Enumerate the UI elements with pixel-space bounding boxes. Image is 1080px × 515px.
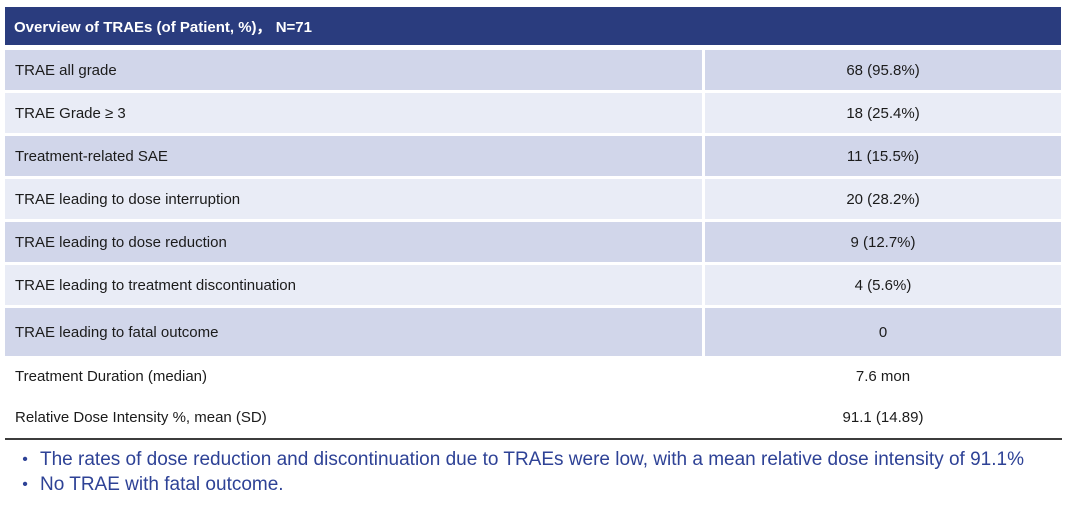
- table-body: TRAE all grade 68 (95.8%) TRAE Grade ≥ 3…: [5, 50, 1061, 438]
- note-text: No TRAE with fatal outcome.: [40, 474, 284, 495]
- bullet-icon: •: [22, 451, 28, 468]
- table-row: TRAE leading to fatal outcome 0: [5, 308, 1061, 356]
- row-value: 7.6 mon: [705, 356, 1061, 397]
- table-row: TRAE leading to dose interruption 20 (28…: [5, 179, 1061, 219]
- table-row: TRAE all grade 68 (95.8%): [5, 50, 1061, 90]
- row-label: TRAE leading to fatal outcome: [5, 308, 702, 356]
- table-row: TRAE Grade ≥ 3 18 (25.4%): [5, 93, 1061, 133]
- table-row: Treatment-related SAE 11 (15.5%): [5, 136, 1061, 176]
- row-label: TRAE leading to treatment discontinuatio…: [5, 265, 702, 305]
- divider-rule: [5, 438, 1062, 440]
- note-item: • The rates of dose reduction and discon…: [10, 447, 1078, 472]
- row-label: Relative Dose Intensity %, mean (SD): [5, 397, 702, 438]
- table-header-bar: Overview of TRAEs (of Patient, %)， N=71: [5, 7, 1061, 45]
- row-label: TRAE all grade: [5, 50, 702, 90]
- row-label: TRAE leading to dose reduction: [5, 222, 702, 262]
- table-row: TRAE leading to treatment discontinuatio…: [5, 265, 1061, 305]
- notes-list: • The rates of dose reduction and discon…: [10, 447, 1078, 497]
- row-label: Treatment-related SAE: [5, 136, 702, 176]
- table-title: Overview of TRAEs (of Patient, %)， N=71: [14, 18, 312, 36]
- row-value: 4 (5.6%): [705, 265, 1061, 305]
- table-row: TRAE leading to dose reduction 9 (12.7%): [5, 222, 1061, 262]
- bullet-icon: •: [22, 476, 28, 493]
- row-label: TRAE leading to dose interruption: [5, 179, 702, 219]
- note-item: • No TRAE with fatal outcome.: [10, 472, 1078, 497]
- row-label: TRAE Grade ≥ 3: [5, 93, 702, 133]
- note-text: The rates of dose reduction and disconti…: [40, 449, 1024, 470]
- row-value: 20 (28.2%): [705, 179, 1061, 219]
- row-value: 9 (12.7%): [705, 222, 1061, 262]
- row-value: 18 (25.4%): [705, 93, 1061, 133]
- table-row: Relative Dose Intensity %, mean (SD) 91.…: [5, 397, 1061, 438]
- row-value: 0: [705, 308, 1061, 356]
- traes-overview-table: Overview of TRAEs (of Patient, %)， N=71 …: [5, 7, 1061, 438]
- row-label: Treatment Duration (median): [5, 356, 702, 397]
- row-value: 91.1 (14.89): [705, 397, 1061, 438]
- row-value: 68 (95.8%): [705, 50, 1061, 90]
- table-row: Treatment Duration (median) 7.6 mon: [5, 356, 1061, 397]
- row-value: 11 (15.5%): [705, 136, 1061, 176]
